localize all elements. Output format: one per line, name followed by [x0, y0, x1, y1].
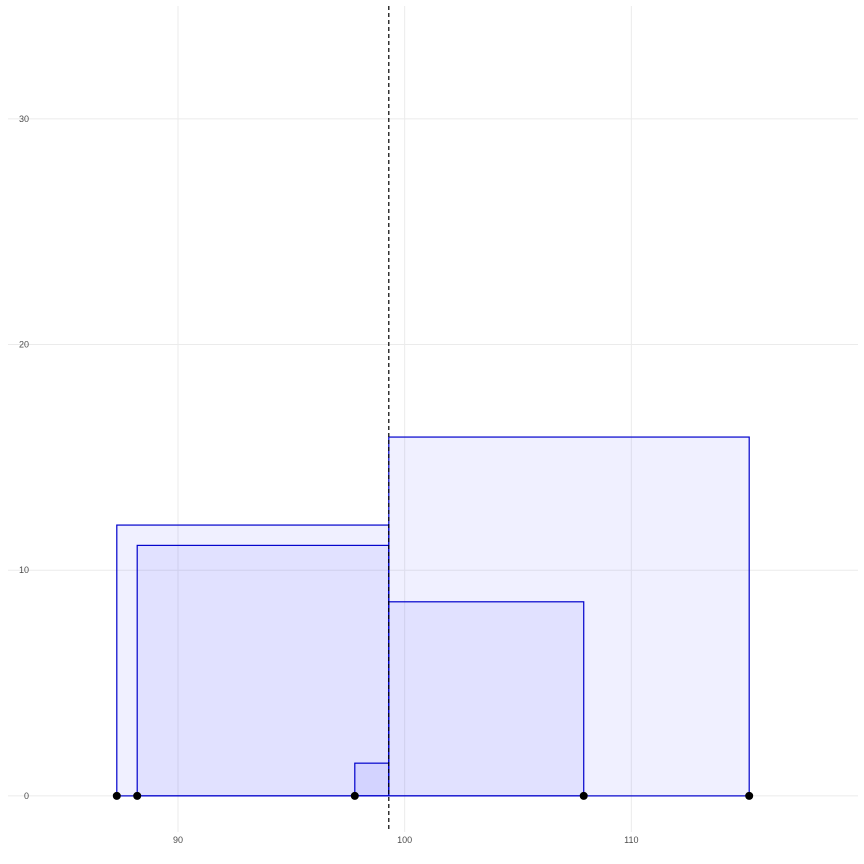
- rectangle-layer: [116, 436, 750, 797]
- x-tick-label-110: 110: [624, 835, 638, 845]
- y-tick-label-30: 30: [19, 114, 29, 124]
- rectangle-4: [388, 436, 750, 797]
- x-tick-label-100: 100: [397, 835, 412, 845]
- point-5: [745, 791, 754, 800]
- y-tick-label-20: 20: [19, 340, 29, 350]
- y-tick-label-0: 0: [24, 791, 29, 801]
- tick-label-layer: 90 100 110 0 10 20 30: [19, 114, 639, 845]
- point-3: [350, 791, 359, 800]
- point-2: [133, 791, 142, 800]
- point-layer: [112, 791, 754, 800]
- point-1: [112, 791, 121, 800]
- point-4: [579, 791, 588, 800]
- rectangle-2: [136, 544, 390, 797]
- rectangle-3: [354, 762, 390, 797]
- y-tick-label-10: 10: [19, 565, 29, 575]
- x-tick-label-90: 90: [173, 835, 183, 845]
- rectangle-5: [388, 601, 585, 797]
